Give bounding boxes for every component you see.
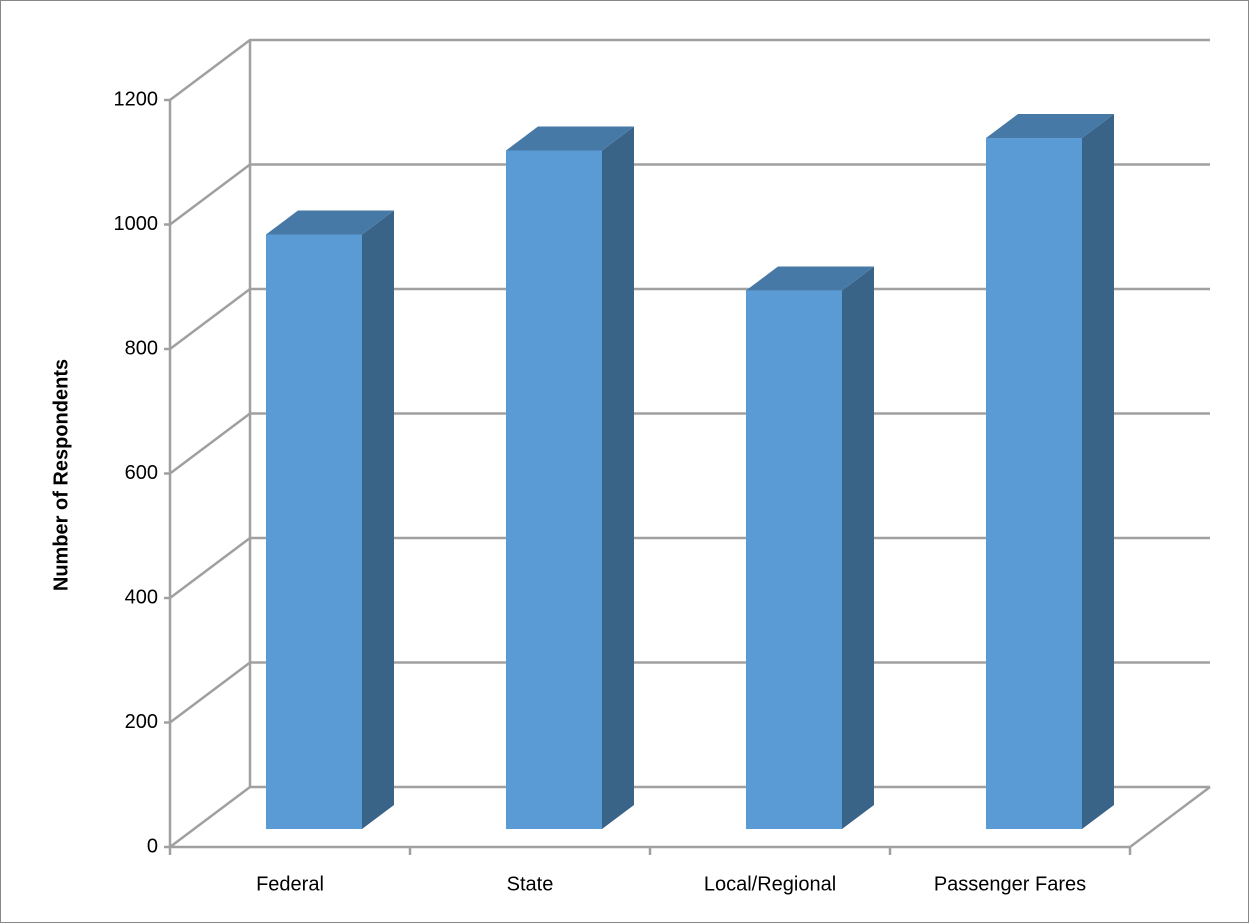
grid-line (169, 785, 1210, 848)
bar-top (266, 210, 394, 235)
bar (746, 290, 842, 830)
y-tick-label: 600 (125, 462, 158, 484)
grid-line (169, 661, 1210, 724)
grid-line (169, 287, 1210, 350)
y-axis-title: Number of Respondents (50, 359, 72, 591)
bar-top (986, 114, 1114, 139)
bar-top (506, 126, 634, 151)
grid-line (169, 536, 1210, 599)
y-tick-label: 1200 (114, 88, 159, 110)
bar-side (842, 266, 874, 830)
bar (986, 138, 1082, 829)
grid-line (169, 163, 1210, 226)
grid-line (169, 38, 1210, 101)
y-tick-label: 400 (125, 586, 158, 608)
bar-side (602, 126, 634, 830)
y-tick-label: 0 (147, 835, 158, 857)
y-tick-label: 200 (125, 711, 158, 733)
grid-line (169, 412, 1210, 475)
bar (266, 234, 362, 829)
y-tick-label: 800 (125, 337, 158, 359)
x-tick-label: Passenger Fares (934, 873, 1086, 895)
bar-side (362, 210, 394, 829)
bar-top (746, 266, 874, 291)
x-tick-label: Federal (256, 873, 324, 895)
x-tick-label: State (507, 873, 554, 895)
bar-side (1082, 114, 1114, 829)
y-tick-label: 1000 (114, 213, 159, 235)
bar (506, 150, 602, 830)
x-tick-label: Local/Regional (704, 873, 836, 895)
